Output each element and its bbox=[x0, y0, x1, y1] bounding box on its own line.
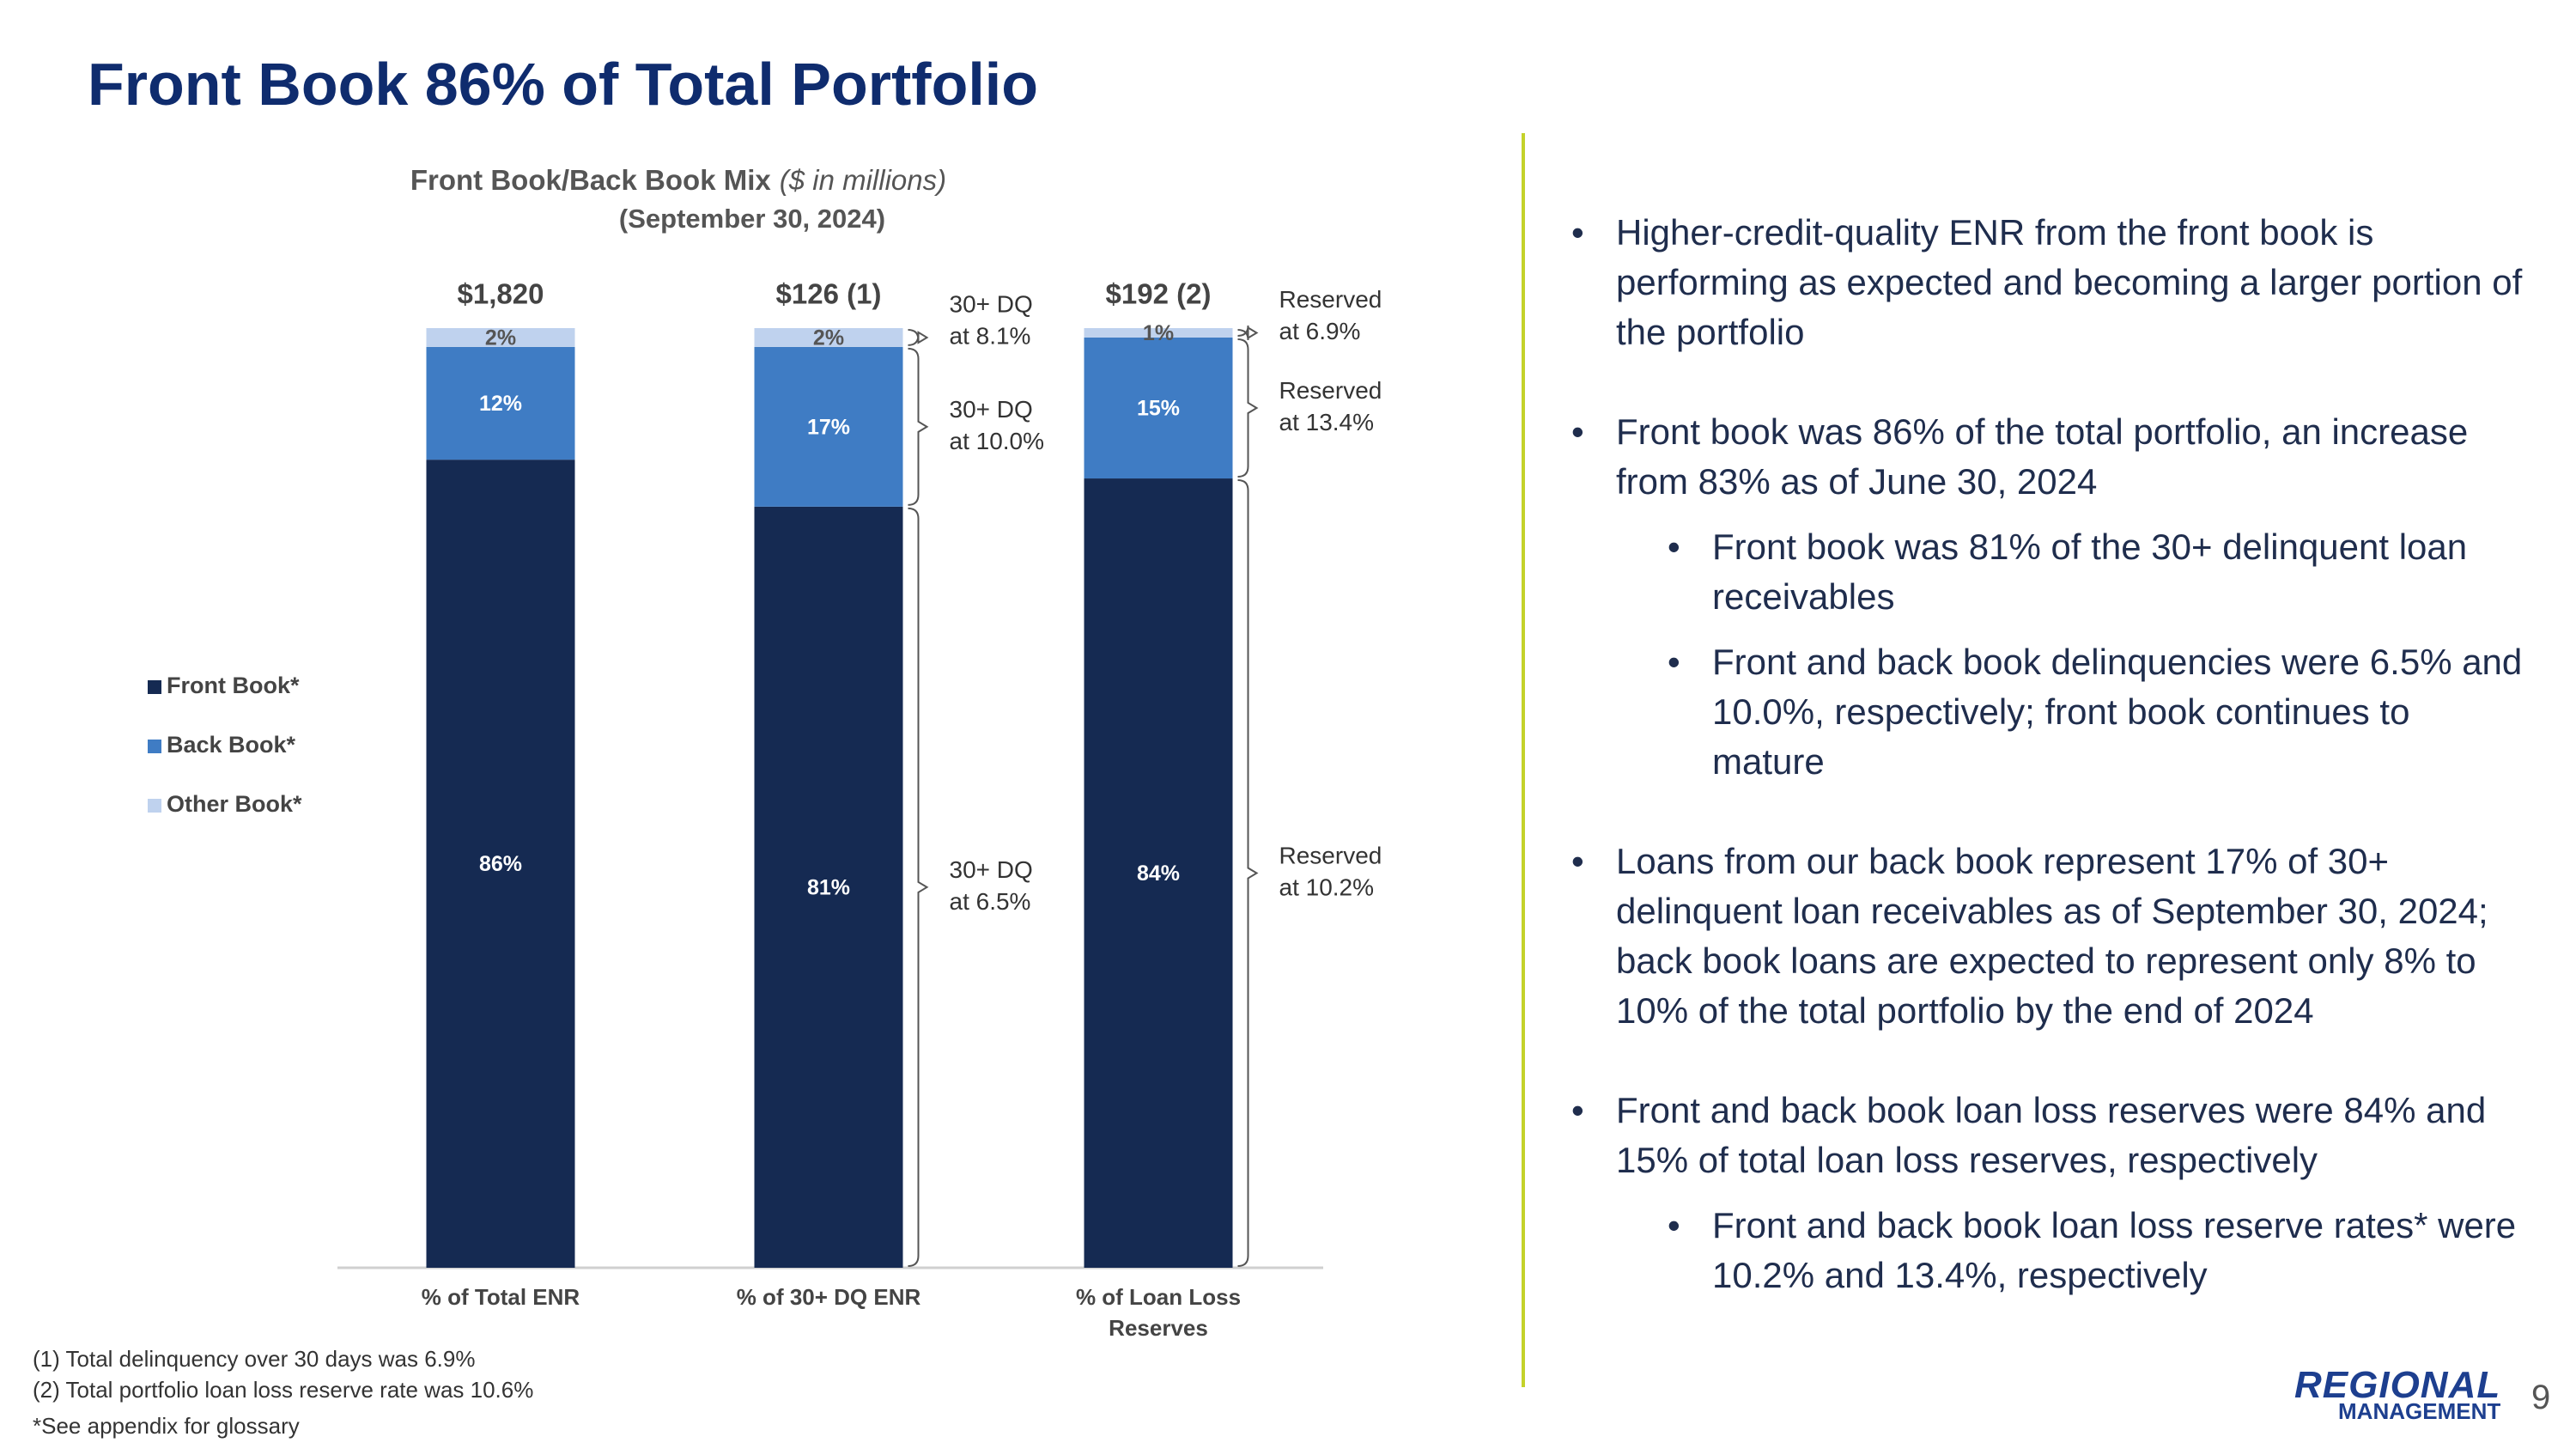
chart-title-note: ($ in millions) bbox=[780, 164, 946, 196]
x-tick-label: % of Loan Loss Reserves bbox=[1075, 1284, 1242, 1341]
total-label: $126 (1) bbox=[776, 278, 882, 310]
bracket-label: at 6.9% bbox=[1279, 318, 1361, 344]
bullet-dot: • bbox=[1668, 1205, 1680, 1245]
value-label: 1% bbox=[1143, 321, 1174, 345]
bullet-dot: • bbox=[1571, 1090, 1584, 1130]
bullet: • Higher-credit-quality ENR from the fron… bbox=[1571, 208, 2524, 357]
bullet: • Front book was 81% of the 30+ delinquen… bbox=[1668, 522, 2524, 622]
bracket-label: at 6.5% bbox=[950, 888, 1031, 915]
bracket-label: Reserved bbox=[1279, 842, 1382, 868]
bracket-label: Reserved bbox=[1279, 286, 1382, 313]
legend-label: Front Book* bbox=[167, 673, 300, 698]
legend-swatch bbox=[148, 740, 161, 753]
bullet-dot: • bbox=[1571, 212, 1584, 253]
legend-label: Back Book* bbox=[167, 732, 296, 758]
value-label: 17% bbox=[807, 415, 850, 439]
bullet-list: • Higher-credit-quality ENR from the fron… bbox=[1571, 208, 2524, 1300]
bracket bbox=[1237, 338, 1259, 478]
footnote: (1) Total delinquency over 30 days was 6… bbox=[33, 1346, 476, 1372]
bracket-label: Reserved bbox=[1279, 377, 1382, 404]
bullet-text: Front and back book loan loss reserves w… bbox=[1616, 1090, 2487, 1180]
value-label: 15% bbox=[1137, 397, 1180, 421]
bullet: • Front book was 86% of the total portfol… bbox=[1571, 407, 2524, 507]
bullet-text: Front book was 81% of the 30+ delinquent… bbox=[1712, 527, 2468, 617]
bracket-label: at 13.4% bbox=[1279, 409, 1375, 435]
bracket bbox=[1237, 479, 1259, 1267]
bullet-text: Front book was 86% of the total portfoli… bbox=[1616, 411, 2469, 502]
legend-swatch bbox=[148, 680, 161, 694]
value-label: 2% bbox=[813, 326, 844, 350]
value-label: 2% bbox=[485, 326, 516, 350]
bracket bbox=[1237, 325, 1259, 341]
chart-subtitle: (September 30, 2024) bbox=[619, 204, 885, 234]
bullet: • Front and back book delinquencies were … bbox=[1668, 637, 2524, 787]
slide-title: Front Book 86% of Total Portfolio bbox=[88, 51, 1038, 118]
bracket-label: at 10.0% bbox=[950, 428, 1045, 454]
bullet: • Front and back book loan loss reserves … bbox=[1571, 1086, 2524, 1185]
bracket-label: 30+ DQ bbox=[950, 856, 1033, 883]
bullet-text: Higher-credit-quality ENR from the front… bbox=[1616, 212, 2523, 352]
footnote: *See appendix for glossary bbox=[33, 1413, 300, 1439]
logo-line1: REGIONAL bbox=[2294, 1364, 2501, 1406]
value-label: 86% bbox=[479, 852, 522, 876]
bar-segment bbox=[1084, 328, 1233, 338]
chart-title: Front Book/Back Book Mix bbox=[410, 164, 772, 196]
page-number: 9 bbox=[2531, 1379, 2551, 1416]
legend-label: Other Book* bbox=[167, 791, 302, 817]
bullet-dot: • bbox=[1668, 642, 1680, 682]
bracket-label: at 10.2% bbox=[1279, 874, 1375, 900]
bracket-label: 30+ DQ bbox=[950, 396, 1033, 423]
bullet-text: Front and back book loan loss reserve ra… bbox=[1712, 1205, 2517, 1295]
legend-swatch bbox=[148, 799, 161, 813]
value-label: 12% bbox=[479, 392, 522, 416]
footnote: (2) Total portfolio loan loss reserve ra… bbox=[33, 1377, 534, 1403]
bracket-label: at 8.1% bbox=[950, 322, 1031, 349]
bar-segment bbox=[426, 460, 575, 1268]
x-tick-label: % of 30+ DQ ENR bbox=[736, 1284, 921, 1310]
value-label: 81% bbox=[807, 876, 850, 900]
bracket bbox=[908, 507, 929, 1267]
logo: REGIONAL MANAGEMENT bbox=[2294, 1364, 2501, 1425]
logo-line2: MANAGEMENT bbox=[2338, 1398, 2501, 1424]
value-label: 84% bbox=[1137, 861, 1180, 886]
bullet-dot: • bbox=[1571, 841, 1584, 881]
bullet: • Front and back book loan loss reserve r… bbox=[1668, 1201, 2524, 1300]
footnotes: (1) Total delinquency over 30 days was 6… bbox=[33, 1343, 533, 1441]
bracket-label: 30+ DQ bbox=[950, 290, 1033, 317]
bar-segment bbox=[426, 328, 575, 347]
bullet-dot: • bbox=[1571, 411, 1584, 452]
bracket bbox=[908, 347, 929, 506]
bullet-text: Front and back book delinquencies were 6… bbox=[1712, 642, 2523, 782]
bar-segment bbox=[754, 328, 903, 347]
chart-title-line: Front Book/Back Book Mix ($ in millions) bbox=[410, 164, 946, 196]
x-tick-label: % of Total ENR bbox=[421, 1284, 580, 1310]
total-label: $1,820 bbox=[458, 278, 544, 310]
bullet-dot: • bbox=[1668, 527, 1680, 567]
chart: Front Book/Back Book Mix ($ in millions) … bbox=[148, 164, 1382, 1269]
bar-segment bbox=[754, 506, 903, 1268]
total-label: $192 (2) bbox=[1106, 278, 1212, 310]
bar-segment bbox=[754, 346, 903, 507]
bullet-text: Loans from our back book represent 17% o… bbox=[1616, 841, 2488, 1031]
bracket bbox=[908, 329, 929, 346]
bar-segment bbox=[1084, 478, 1233, 1268]
divider bbox=[1522, 133, 1525, 1387]
bar-segment bbox=[1084, 337, 1233, 479]
bullet: • Loans from our back book represent 17% … bbox=[1571, 837, 2524, 1036]
bar-segment bbox=[426, 346, 575, 460]
